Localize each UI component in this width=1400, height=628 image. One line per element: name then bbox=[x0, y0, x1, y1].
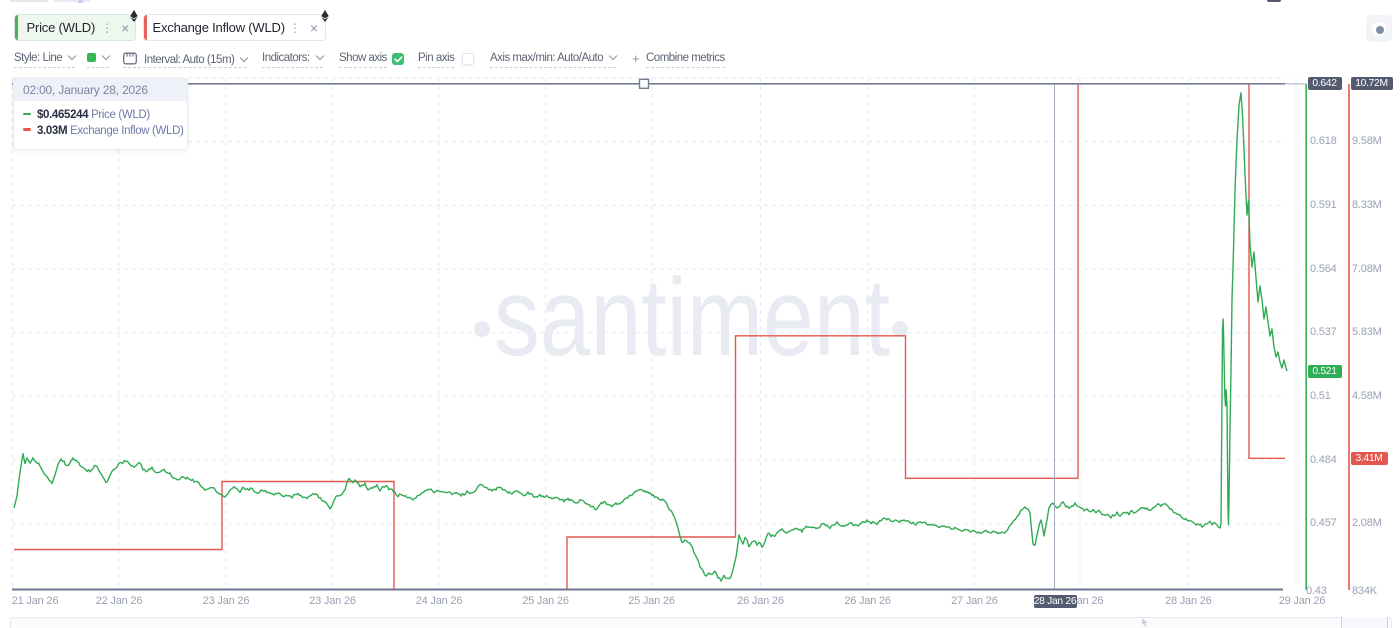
svg-text:santiment: santiment bbox=[494, 256, 890, 379]
